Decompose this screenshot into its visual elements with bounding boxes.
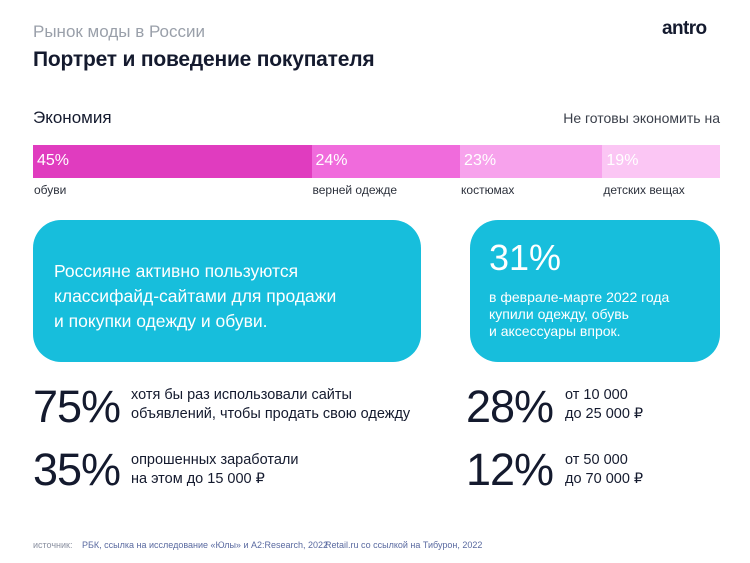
stat-desc-12-line-1: от 50 000 xyxy=(565,452,628,468)
bar-category-label-1: обуви xyxy=(34,183,67,197)
stat-value-75: 75% xyxy=(33,381,121,432)
stat-desc-75: хотя бы раз использовали сайты объявлени… xyxy=(131,386,410,424)
stat-value-12: 12% xyxy=(466,444,554,495)
bar-value-label-1: 45% xyxy=(37,152,70,169)
footer-source-1: РБК, ссылка на исследование «Юлы» и A2:R… xyxy=(82,540,329,550)
stacked-bar-chart: 45% 24% 23% 19% xyxy=(33,145,720,178)
page-title: Портрет и поведение покупателя xyxy=(33,48,375,71)
stockup-card: 31% в феврале-марте 2022 года купили оде… xyxy=(470,220,720,362)
classifieds-card-text: Россияне активно пользуются классифайд-с… xyxy=(54,259,414,334)
bar-segment-2: 24% xyxy=(311,145,461,178)
supertitle: Рынок моды в России xyxy=(33,22,205,41)
stockup-value: 31% xyxy=(489,237,562,278)
bar-category-label-2: верней одежде xyxy=(312,183,398,197)
classifieds-card: Россияне активно пользуются классифайд-с… xyxy=(33,220,421,362)
stat-desc-12-line-2: до 70 000 ₽ xyxy=(565,471,644,487)
stat-desc-35-line-2: на этом до 15 000 ₽ xyxy=(131,471,265,487)
stockup-line-1: в феврале-марте 2022 года xyxy=(489,289,670,305)
brand-logo: antro xyxy=(662,18,707,39)
not-ready-label: Не готовы экономить на xyxy=(563,110,720,126)
stockup-text: в феврале-марте 2022 года купили одежду,… xyxy=(489,289,714,340)
footer-source-2: Retail.ru со ссылкой на Тибурон, 2022 xyxy=(325,540,483,550)
stat-desc-75-line-1: хотя бы раз использовали сайты xyxy=(131,387,352,403)
classifieds-line-1: Россияне активно пользуются xyxy=(54,261,299,281)
classifieds-line-2: классифайд-сайтами для продажи xyxy=(54,286,337,306)
stat-desc-75-line-2: объявлений, чтобы продать свою одежду xyxy=(131,406,411,422)
bar-segment-1: 45% xyxy=(33,145,312,178)
savings-label: Экономия xyxy=(33,108,112,127)
stat-value-28: 28% xyxy=(466,381,554,432)
bar-segment-4: 19% xyxy=(602,145,720,178)
classifieds-line-3: и покупки одежду и обуви. xyxy=(54,311,268,331)
stat-value-35: 35% xyxy=(33,444,121,495)
stat-desc-35-line-1: опрошенных заработали xyxy=(131,452,299,468)
stat-desc-35: опрошенных заработали на этом до 15 000 … xyxy=(131,451,298,489)
bar-category-label-3: костюмах xyxy=(461,183,515,197)
footer-source-label: источник: xyxy=(33,540,73,550)
bar-value-label-4: 19% xyxy=(606,152,639,169)
stat-desc-28-line-2: до 25 000 ₽ xyxy=(565,406,644,422)
bar-segment-3: 23% xyxy=(460,145,603,178)
stat-desc-28-line-1: от 10 000 xyxy=(565,387,628,403)
stat-desc-28: от 10 000 до 25 000 ₽ xyxy=(565,386,643,424)
bar-category-label-4: детских вещах xyxy=(603,183,685,197)
stockup-line-3: и аксессуары впрок. xyxy=(489,323,621,339)
stockup-line-2: купили одежду, обувь xyxy=(489,306,629,322)
bar-value-label-3: 23% xyxy=(464,152,497,169)
stat-desc-12: от 50 000 до 70 000 ₽ xyxy=(565,451,643,489)
bar-value-label-2: 24% xyxy=(315,152,348,169)
